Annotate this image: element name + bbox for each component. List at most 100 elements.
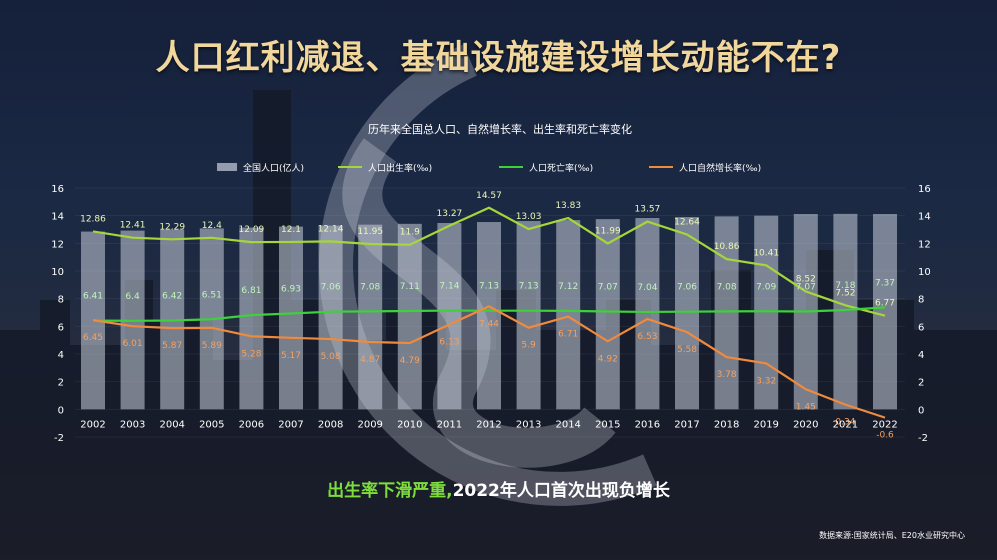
natural-growth-label: 4.87: [360, 355, 380, 365]
birth-rate-line: [92, 206, 886, 317]
data-labels: 12.86 12.41 12.29 12.4 12.09 12.1 12.14 11.95 11…: [80, 191, 895, 441]
birth-rate-label: 12.41: [120, 221, 146, 231]
rate-lines: [92, 206, 886, 419]
chart-axes: -2 0 2 4 6 8 10 12 14 16 -2 0 2 4 6 8 10 12 14 16 2002 2003 20…: [51, 184, 930, 444]
y-tick-label-right: 2: [918, 378, 924, 389]
legend-death-rate: 人口死亡率(‰): [529, 162, 593, 174]
y-tick-label-left: 2: [58, 378, 64, 389]
population-bar: [358, 224, 383, 410]
death-rate-label: 6.81: [241, 286, 261, 296]
birth-rate-label: 10.41: [753, 248, 779, 258]
data-source: 数据来源:国家统计局、E20水业研究中心: [819, 531, 965, 540]
death-rate-line: [92, 306, 886, 322]
x-tick-label: 2002: [80, 419, 105, 430]
x-tick-label: 2005: [199, 419, 224, 430]
y-tick-label-left: 0: [58, 405, 64, 416]
x-tick-label: 2017: [674, 419, 699, 430]
death-rate-label: 7.04: [637, 283, 657, 293]
caption-text: 2022年人口首次出现负增长: [452, 481, 670, 501]
natural-growth-line: [92, 305, 886, 419]
x-tick-label: 2004: [159, 419, 184, 430]
population-bar: [635, 218, 660, 410]
natural-growth-label: 5.17: [281, 351, 301, 361]
natural-growth-label: 6.71: [558, 330, 578, 340]
population-bar: [397, 223, 422, 410]
y-tick-label-left: 8: [58, 295, 64, 306]
birth-rate-label: 12.09: [239, 225, 265, 235]
birth-rate-label: 12.86: [80, 214, 106, 224]
y-tick-label-right: 8: [918, 295, 924, 306]
x-tick-label: 2021: [833, 419, 858, 430]
chart-caption: 出生率下滑严重,2022年人口首次出现负增长: [0, 476, 997, 501]
natural-growth-label: 5.58: [677, 345, 697, 355]
y-tick-label-right: 16: [918, 184, 931, 195]
population-bar: [556, 220, 581, 410]
death-rate-label: 7.37: [875, 278, 895, 288]
chart-title: 历年来全国总人口、自然增长率、出生率和死亡率变化: [368, 122, 632, 136]
birth-rate-label: 12.4: [202, 221, 222, 231]
natural-growth-label: 6.45: [83, 333, 103, 343]
population-bar: [833, 213, 858, 410]
death-rate-label: 6.93: [281, 284, 301, 294]
y-tick-label-left: 16: [51, 184, 64, 195]
legend-natural-growth: 人口自然增长率(‰): [679, 162, 761, 174]
x-tick-label: 2014: [555, 419, 580, 430]
x-tick-label: 2012: [476, 419, 501, 430]
death-rate-label: 7.13: [519, 282, 539, 292]
birth-rate-label: 12.14: [318, 224, 344, 234]
death-rate-label: 7.07: [598, 283, 618, 293]
y-tick-label-left: -2: [54, 433, 64, 444]
birth-rate-label: 7.52: [835, 288, 855, 298]
natural-growth-label: 6.01: [123, 339, 143, 349]
slide-title: 人口红利减退、基础设施建设增长动能不在?: [155, 38, 842, 78]
population-bar: [675, 217, 699, 410]
y-tick-label-left: 14: [51, 212, 64, 223]
birth-rate-label: 12.1: [281, 225, 301, 235]
natural-growth-label: 3.78: [717, 370, 737, 380]
birth-rate-label: 13.03: [516, 212, 542, 222]
x-tick-label: 2008: [318, 419, 343, 430]
natural-growth-label: 5.28: [241, 349, 261, 359]
population-bar: [873, 214, 897, 410]
caption-highlight: 出生率下滑严重,: [327, 481, 453, 501]
y-tick-label-right: 14: [918, 212, 931, 223]
birth-rate-label: 8.52: [796, 274, 816, 284]
x-tick-label: 2016: [635, 419, 660, 430]
legend-population: 全国人口(亿人): [243, 162, 304, 174]
y-tick-label-left: 4: [58, 350, 64, 361]
population-bar: [754, 215, 779, 410]
death-rate-label: 6.51: [202, 290, 222, 300]
population-bar: [239, 227, 264, 410]
y-tick-label-right: 10: [918, 267, 931, 278]
natural-growth-label: 3.32: [756, 376, 776, 386]
natural-growth-label: 5.9: [521, 341, 536, 351]
death-rate-label: 7.06: [321, 283, 341, 293]
birth-rate-label: 13.57: [635, 205, 661, 215]
x-tick-label: 2006: [239, 419, 264, 430]
birth-rate-label: 13.83: [555, 201, 581, 211]
population-bar: [714, 216, 739, 410]
natural-growth-label: 6.13: [439, 338, 459, 348]
death-rate-label: 7.13: [479, 282, 499, 292]
x-tick-label: 2015: [595, 419, 620, 430]
x-tick-label: 2020: [793, 419, 818, 430]
y-tick-label-left: 10: [51, 267, 64, 278]
birth-rate-label: 11.95: [357, 227, 383, 237]
birth-rate-label: 12.64: [674, 217, 700, 227]
population-bars: [81, 213, 897, 410]
death-rate-label: 6.41: [83, 292, 103, 302]
population-bar: [477, 222, 501, 410]
birth-rate-label: 13.27: [437, 209, 463, 219]
population-bar: [595, 219, 620, 410]
population-bar: [318, 225, 343, 410]
natural-growth-label: 0.34: [835, 418, 855, 428]
natural-growth-label: 4.92: [598, 354, 618, 364]
birth-rate-label: 11.99: [595, 226, 621, 236]
death-rate-label: 6.42: [162, 292, 182, 302]
x-tick-label: 2022: [872, 419, 897, 430]
population-bar: [437, 222, 462, 410]
death-rate-label: 7.11: [400, 282, 420, 292]
birth-rate-label: 12.29: [159, 222, 185, 232]
